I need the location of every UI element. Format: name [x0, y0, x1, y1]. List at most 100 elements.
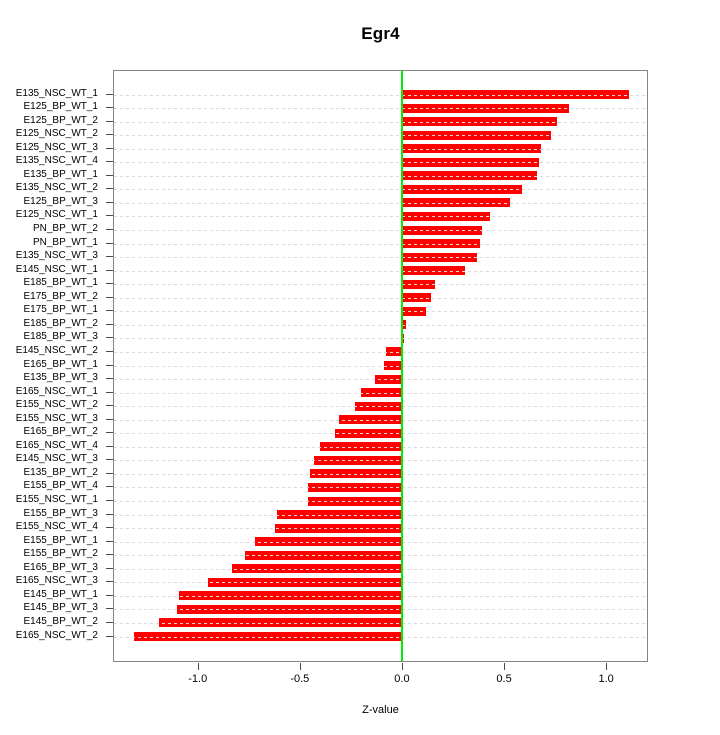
y-axis-label: E135_BP_WT_2	[23, 466, 99, 478]
y-axis-label: E185_BP_WT_1	[23, 277, 99, 289]
grid-line	[114, 148, 647, 150]
y-axis-label: E165_BP_WT_3	[23, 561, 99, 573]
y-tick	[106, 120, 113, 122]
x-tick-label: 0.0	[394, 673, 410, 685]
y-tick	[106, 283, 113, 285]
zero-line	[400, 71, 403, 661]
grid-line	[114, 297, 647, 299]
y-tick	[106, 188, 113, 190]
y-axis-label: E125_BP_WT_1	[23, 101, 99, 113]
grid-line	[114, 419, 647, 421]
y-axis-label: E135_NSC_WT_1	[15, 87, 98, 99]
grid-line	[114, 528, 647, 530]
x-tick	[197, 663, 199, 670]
y-tick	[106, 500, 113, 501]
y-axis-label: E165_NSC_WT_2	[15, 629, 98, 641]
y-axis-label: E135_BP_WT_1	[23, 168, 99, 180]
grid-line	[114, 406, 647, 408]
grid-line	[114, 216, 647, 218]
y-axis-label: E155_NSC_WT_4	[15, 521, 98, 533]
y-axis-label: E175_BP_WT_1	[23, 304, 99, 316]
y-tick	[106, 323, 113, 325]
grid-line	[114, 324, 647, 326]
y-axis-label: E165_NSC_WT_3	[15, 575, 98, 587]
grid-line	[114, 135, 647, 137]
y-tick	[106, 296, 113, 298]
y-axis-label: E185_BP_WT_3	[23, 331, 99, 343]
grid-line	[114, 202, 647, 204]
grid-line	[114, 175, 647, 177]
y-tick	[106, 594, 113, 596]
grid-line	[114, 582, 647, 584]
grid-line	[114, 270, 647, 272]
y-tick	[106, 527, 113, 529]
y-axis-label: E125_BP_WT_3	[23, 195, 99, 207]
y-tick	[106, 93, 113, 95]
grid-line	[114, 94, 647, 96]
y-tick	[106, 513, 113, 515]
y-tick	[106, 134, 113, 136]
y-tick	[106, 350, 113, 352]
y-tick	[106, 242, 113, 244]
x-axis-label: Z-value	[362, 704, 399, 716]
grid-line	[114, 311, 647, 313]
grid-line	[114, 487, 647, 489]
grid-line	[114, 257, 647, 259]
y-tick	[106, 201, 113, 203]
y-axis-label: E155_BP_WT_1	[23, 534, 99, 546]
grid-line	[114, 230, 647, 231]
x-tick	[299, 663, 301, 670]
y-axis-label: E155_BP_WT_2	[23, 548, 99, 560]
y-axis-label: E125_NSC_WT_2	[15, 128, 98, 140]
y-tick	[106, 554, 113, 556]
y-axis-label: E165_NSC_WT_1	[15, 385, 98, 397]
y-axis-label: E145_NSC_WT_3	[15, 453, 98, 465]
x-tick	[401, 663, 403, 670]
y-axis-label: E145_BP_WT_3	[23, 602, 99, 614]
y-axis-label: E145_BP_WT_2	[23, 615, 99, 627]
grid-line	[114, 162, 647, 164]
grid-line	[114, 189, 647, 191]
chart-title: Egr4	[361, 24, 400, 43]
y-axis-label: E155_NSC_WT_1	[15, 494, 98, 505]
grid-line	[114, 379, 647, 381]
y-axis-label: E165_BP_WT_2	[23, 426, 99, 438]
y-axis-label: E185_BP_WT_2	[23, 317, 99, 329]
y-axis-label: E125_NSC_WT_3	[15, 141, 98, 153]
y-tick	[106, 472, 113, 474]
grid-line	[114, 108, 647, 110]
y-tick	[106, 378, 113, 380]
y-tick	[106, 567, 113, 569]
y-axis-label: E155_BP_WT_4	[23, 480, 99, 492]
y-tick	[106, 581, 113, 583]
y-tick	[106, 391, 113, 393]
y-axis-label: PN_BP_WT_2	[32, 223, 98, 234]
grid-line	[114, 514, 647, 516]
y-tick	[106, 161, 113, 163]
y-tick	[106, 540, 113, 542]
y-axis-label: E135_NSC_WT_3	[15, 250, 98, 262]
y-axis-label: E145_BP_WT_1	[23, 588, 99, 600]
x-tick	[606, 663, 608, 670]
y-tick	[106, 486, 113, 488]
y-axis-label: E155_BP_WT_3	[23, 507, 99, 519]
y-axis-label: E165_NSC_WT_4	[15, 439, 98, 451]
grid-line	[114, 446, 647, 448]
grid-line	[114, 609, 647, 611]
y-axis-label: E145_NSC_WT_1	[15, 263, 98, 275]
x-tick-label: 0.5	[496, 673, 512, 685]
y-axis-label: E125_NSC_WT_1	[15, 209, 98, 221]
y-axis-label: E145_NSC_WT_2	[15, 344, 98, 356]
y-tick	[106, 269, 113, 271]
grid-line	[114, 541, 647, 543]
y-tick	[106, 229, 113, 230]
grid-line	[114, 555, 647, 557]
grid-line	[114, 460, 647, 462]
y-axis-label: PN_BP_WT_1	[32, 236, 98, 248]
x-tick-label: -0.5	[290, 673, 310, 685]
y-tick	[106, 418, 113, 420]
grid-line	[114, 351, 647, 353]
y-axis-label: E135_BP_WT_3	[23, 372, 99, 384]
y-axis-label: E135_NSC_WT_4	[15, 155, 98, 167]
